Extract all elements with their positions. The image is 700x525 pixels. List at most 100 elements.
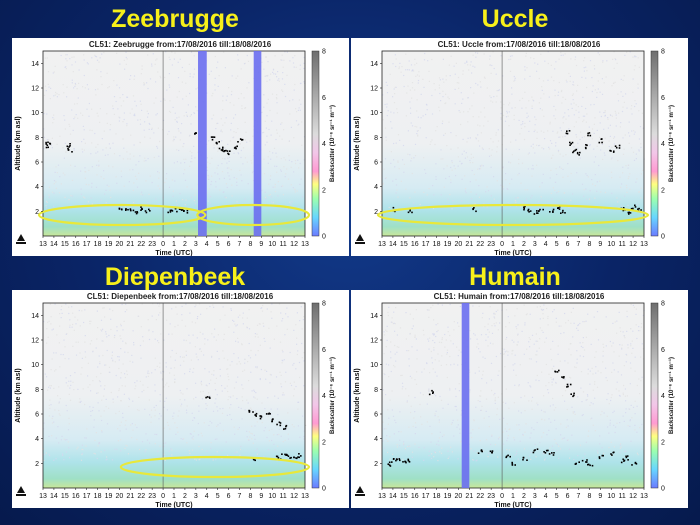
noise-speck (142, 336, 144, 338)
noise-speck (284, 51, 286, 53)
cloud-point (278, 421, 281, 424)
noise-speck (284, 159, 287, 161)
noise-speck (133, 202, 135, 204)
noise-speck (98, 164, 100, 166)
noise-speck (538, 145, 540, 147)
noise-speck (425, 172, 427, 174)
noise-speck (141, 391, 143, 393)
noise-speck (580, 345, 582, 348)
noise-speck (567, 439, 569, 441)
noise-speck (605, 76, 607, 78)
noise-speck (531, 168, 533, 170)
noise-speck (240, 445, 242, 448)
noise-speck (637, 87, 639, 89)
noise-speck (478, 427, 480, 429)
noise-speck (120, 372, 122, 374)
noise-speck (225, 99, 227, 101)
noise-speck (581, 105, 583, 107)
noise-speck (284, 429, 286, 431)
noise-speck (225, 197, 227, 199)
noise-speck (497, 89, 499, 92)
noise-speck (513, 80, 515, 82)
noise-speck (122, 94, 124, 96)
noise-speck (177, 324, 179, 326)
noise-speck (528, 400, 530, 402)
noise-speck (265, 198, 267, 200)
noise-speck (57, 164, 60, 166)
noise-speck (171, 454, 173, 456)
noise-speck (212, 459, 214, 461)
noise-speck (547, 315, 549, 318)
noise-speck (455, 395, 457, 398)
noise-speck (536, 164, 538, 166)
noise-speck (494, 397, 496, 399)
noise-speck (174, 326, 176, 328)
noise-speck (562, 395, 564, 397)
noise-speck (204, 343, 206, 345)
noise-speck (81, 141, 83, 143)
noise-speck (635, 324, 637, 326)
cloud-point (208, 396, 211, 399)
noise-speck (276, 156, 278, 158)
noise-speck (239, 143, 241, 145)
x-tick-label: 12 (629, 241, 637, 248)
cloud-point (509, 455, 511, 458)
noise-speck (69, 319, 71, 321)
noise-speck (622, 331, 624, 333)
y-tick-label: 14 (31, 313, 39, 320)
noise-speck (222, 350, 224, 352)
noise-speck (76, 103, 78, 105)
noise-speck (416, 371, 418, 373)
noise-speck (124, 373, 126, 375)
noise-speck (299, 376, 301, 379)
noise-speck (97, 327, 99, 329)
cloud-point (601, 138, 603, 140)
noise-speck (141, 303, 143, 305)
noise-speck (250, 160, 252, 162)
noise-speck (443, 434, 445, 436)
noise-speck (619, 447, 621, 449)
noise-speck (439, 431, 441, 433)
cloud-point (627, 211, 630, 214)
noise-speck (630, 440, 632, 442)
noise-speck (280, 383, 282, 385)
noise-speck (69, 125, 71, 127)
noise-speck (83, 54, 85, 56)
cloud-point (171, 210, 174, 212)
noise-speck (576, 90, 578, 92)
cloud-point (569, 141, 571, 144)
cloud-point (631, 464, 633, 466)
colorbar-label: Backscatter (10⁻⁶ sr⁻¹ m⁻¹) (668, 357, 675, 434)
x-tick-label: 14 (50, 493, 58, 500)
cloud-point (625, 456, 628, 459)
noise-speck (64, 439, 66, 441)
noise-speck (630, 404, 632, 406)
noise-speck (183, 158, 185, 160)
noise-speck (131, 423, 133, 425)
noise-speck (462, 70, 464, 72)
cloud-point (234, 146, 237, 149)
noise-speck (547, 389, 549, 391)
noise-speck (394, 93, 396, 95)
noise-speck (288, 140, 290, 142)
noise-speck (296, 190, 298, 192)
noise-speck (124, 447, 126, 449)
cloud-point (584, 146, 587, 149)
noise-speck (383, 334, 386, 336)
noise-speck (233, 104, 235, 106)
noise-speck (206, 192, 208, 194)
noise-speck (82, 449, 84, 451)
cloud-point (542, 208, 544, 211)
noise-speck (587, 313, 589, 315)
noise-speck (382, 94, 384, 96)
x-tick-label: 4 (544, 241, 548, 248)
noise-speck (391, 317, 393, 319)
cloud-point (573, 392, 575, 395)
noise-speck (252, 170, 254, 172)
noise-speck (507, 437, 509, 439)
noise-speck (84, 197, 86, 199)
cloud-point (387, 463, 390, 465)
cloud-point (586, 144, 588, 147)
noise-speck (179, 193, 181, 195)
cloud-point (477, 452, 480, 454)
